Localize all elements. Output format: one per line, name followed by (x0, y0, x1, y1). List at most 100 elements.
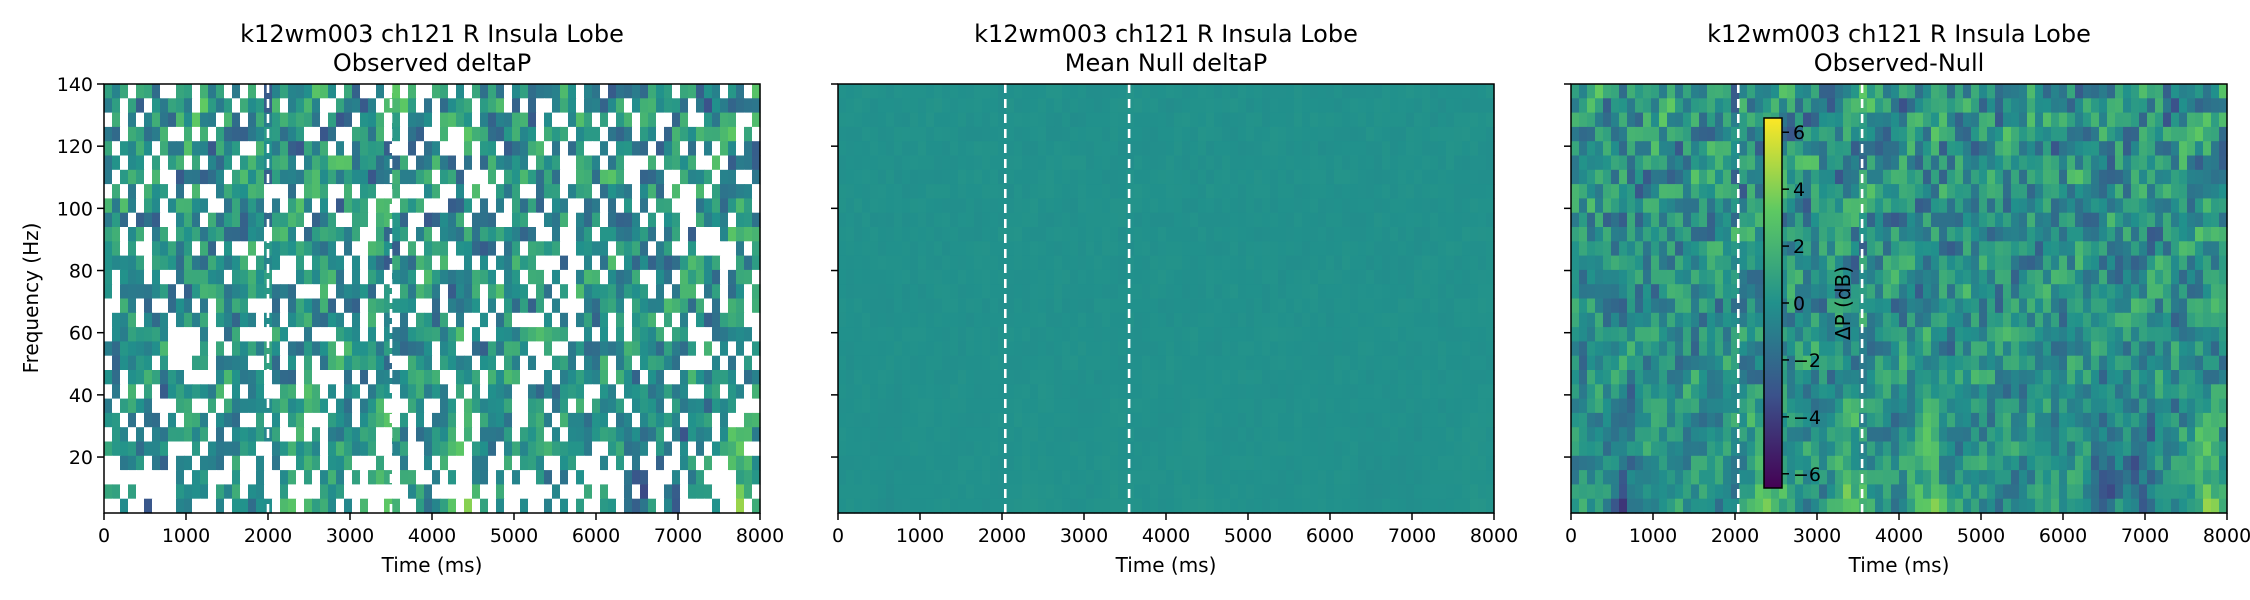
heatmap-cell (1294, 484, 1303, 500)
heatmap-cell (1134, 370, 1143, 385)
heatmap-cell (918, 212, 927, 228)
heatmap-cell (1134, 355, 1143, 371)
heatmap-cell (424, 84, 433, 99)
heatmap-cell (528, 412, 537, 428)
heatmap-cell (648, 298, 657, 314)
heatmap-cell (1430, 169, 1439, 185)
heatmap-cell (942, 269, 951, 285)
heatmap-cell (376, 341, 385, 357)
heatmap-cell (320, 198, 329, 214)
heatmap-cell (1254, 126, 1263, 142)
heatmap-cell (248, 298, 257, 314)
heatmap-cell (520, 141, 529, 157)
heatmap-cell (664, 155, 673, 171)
heatmap-cell (1438, 498, 1447, 514)
heatmap-cell (1470, 155, 1479, 171)
panel-2-title: k12wm003 ch121 R Insula Lobe (974, 20, 1358, 48)
heatmap-cell (168, 298, 177, 314)
heatmap-cell (288, 198, 297, 214)
heatmap-cell (312, 498, 321, 514)
heatmap-cell (1134, 227, 1143, 242)
heatmap-cell (998, 398, 1007, 414)
heatmap-cell (1454, 112, 1463, 128)
heatmap-cell (320, 412, 329, 428)
heatmap-cell (1406, 155, 1415, 171)
heatmap-cell (1254, 284, 1263, 300)
heatmap-cell (208, 484, 217, 500)
heatmap-cell (696, 284, 705, 300)
heatmap-cell (128, 112, 137, 128)
heatmap-cell (1022, 255, 1031, 271)
heatmap-cell (344, 427, 353, 443)
heatmap-cell (1142, 198, 1151, 214)
heatmap-cell (1270, 384, 1279, 400)
heatmap-cell (352, 441, 361, 457)
heatmap-cell (312, 98, 321, 114)
heatmap-cell (1110, 384, 1119, 400)
heatmap-cell (400, 227, 409, 242)
heatmap-cell (1046, 498, 1055, 514)
heatmap-cell (966, 269, 975, 285)
heatmap-cell (464, 355, 473, 371)
heatmap-cell (448, 141, 457, 157)
heatmap-cell (456, 269, 465, 285)
heatmap-cell (1174, 412, 1183, 428)
heatmap-cell (1142, 284, 1151, 300)
heatmap-cell (664, 327, 673, 342)
heatmap-cell (998, 269, 1007, 285)
heatmap-cell (416, 298, 425, 314)
heatmap-cell (360, 427, 369, 443)
heatmap-cell (958, 484, 967, 500)
heatmap-cell (1150, 455, 1159, 471)
heatmap-cell (200, 269, 209, 285)
heatmap-cell (720, 141, 729, 157)
heatmap-cell (950, 312, 959, 328)
heatmap-cell (982, 241, 991, 257)
heatmap-cell (1022, 327, 1031, 342)
heatmap-cell (408, 112, 417, 128)
heatmap-cell (1094, 169, 1103, 185)
heatmap-cell (720, 155, 729, 171)
heatmap-cell (368, 227, 377, 242)
heatmap-cell (886, 312, 895, 328)
heatmap-cell (552, 355, 561, 371)
heatmap-cell (1118, 498, 1127, 514)
heatmap-cell (918, 470, 927, 485)
heatmap-cell (512, 241, 521, 257)
heatmap-cell (616, 284, 625, 300)
heatmap-cell (272, 355, 281, 371)
heatmap-cell (1062, 198, 1071, 214)
heatmap-cell (1174, 355, 1183, 371)
heatmap-cell (1022, 455, 1031, 471)
heatmap-cell (736, 384, 745, 400)
heatmap-cell (1166, 241, 1175, 257)
heatmap-cell (998, 255, 1007, 271)
heatmap-cell (1278, 398, 1287, 414)
heatmap-cell (728, 327, 737, 342)
heatmap-cell (416, 370, 425, 385)
heatmap-cell (1318, 269, 1327, 285)
heatmap-cell (1350, 155, 1359, 171)
heatmap-cell (560, 255, 569, 271)
heatmap-cell (656, 398, 665, 414)
heatmap-cell (384, 398, 393, 414)
heatmap-cell (1062, 441, 1071, 457)
heatmap-cell (520, 84, 529, 99)
heatmap-cell (1198, 498, 1207, 514)
heatmap-cell (120, 327, 129, 342)
heatmap-cell (926, 227, 935, 242)
heatmap-cell (432, 384, 441, 400)
heatmap-cell (320, 98, 329, 114)
heatmap-cell (1078, 484, 1087, 500)
heatmap-cell (1430, 370, 1439, 385)
heatmap-cell (216, 441, 225, 457)
heatmap-cell (312, 269, 321, 285)
heatmap-cell (1470, 441, 1479, 457)
heatmap-cell (360, 255, 369, 271)
heatmap-cell (232, 341, 241, 357)
heatmap-cell (656, 327, 665, 342)
heatmap-cell (360, 370, 369, 385)
heatmap-cell (744, 484, 753, 500)
heatmap-cell (616, 370, 625, 385)
